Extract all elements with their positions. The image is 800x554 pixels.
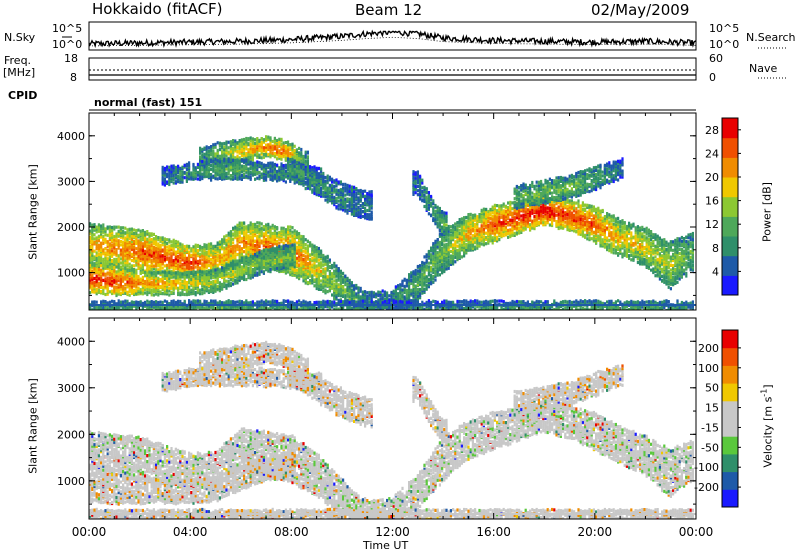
freq-label-1: Freq. [4,55,31,66]
colorbar-tick-label: 50 [705,382,719,395]
noise-search-line [89,36,696,47]
y-tick-label: 2000 [57,428,85,441]
y-tick-label: 4000 [57,130,85,143]
x-tick-label: 20:00 [578,525,613,539]
x-tick-label: 16:00 [476,525,511,539]
power-cbar-swatch [722,177,738,198]
vel-panel-cells [89,340,696,519]
freq-tick-top: 18 [64,53,78,64]
nsky-label: N.Sky [4,32,35,43]
vel-cbar-swatch [722,436,738,455]
power-cbar-swatch [722,236,738,257]
colorbar-tick-label: 16 [705,195,719,208]
colorbar-tick-label: 8 [712,242,719,255]
nave-label: Nave [749,63,777,74]
power-cbar-swatch [722,137,738,158]
beam-title: Beam 12 [355,3,422,18]
x-tick-label: 08:00 [274,525,309,539]
colorbar-tick-label: -200 [694,481,719,494]
nave-tick-top: 60 [709,53,723,64]
colorbar-tick-label: 4 [712,265,719,278]
vel-cbar-swatch [722,383,738,402]
x-tick-label: 04:00 [173,525,208,539]
power-cbar-swatch [722,216,738,237]
power-cbar-swatch [722,118,738,139]
noise-tick-bottom-left: 10^0 [52,39,82,50]
velocity-ylabel: Slant Range [km] [27,378,40,474]
noise-frame [88,21,697,51]
vel-cbar-swatch [722,365,738,384]
y-tick-label: 4000 [57,335,85,348]
power-cbar-swatch [722,157,738,178]
vel-cbar-swatch [722,347,738,366]
cpid-value: normal (fast) 151 [94,97,202,108]
power-colorbar: 4 8 12 16 20 24 28 [705,117,741,296]
freq-label-2: [MHz] [3,67,35,78]
freq-frame [88,57,697,81]
vel-cbar-swatch [722,330,738,349]
x-tick-label: 12:00 [375,525,410,539]
colorbar-tick-label: 20 [705,171,719,184]
noise-panel [62,21,788,51]
noise-tick-bottom-right: 10^0 [709,39,739,50]
cpid-label: CPID [8,90,37,101]
station-title: Hokkaido (fitACF) [92,2,223,17]
y-tick-label: 3000 [57,382,85,395]
noise-tick-top-right: 10^5 [709,23,739,34]
colorbar-tick-label: -15 [701,421,719,434]
vel-cbar-swatch [722,400,738,419]
velocity-panel: 1000 2000 3000 4000 [57,317,697,520]
power-panel: 1000 2000 3000 4000 [57,112,697,311]
power-cbar-swatch [722,275,738,296]
vel-cbar-frame [721,329,739,508]
y-tick-label: 3000 [57,175,85,188]
x-tick-label: 00:00 [72,525,107,539]
power-cbar-swatch [722,196,738,217]
vel-cbar-swatch [722,418,738,437]
vel-cbar-swatch [722,471,738,490]
x-axis-label: Time UT [363,540,408,551]
noise-tick-top-left: 10^5 [52,23,82,34]
colorbar-tick-label: 28 [705,124,719,137]
y-tick-label: 1000 [57,475,85,488]
power-panel-cells [89,135,696,310]
freq-tick-bottom: 8 [70,72,77,83]
colorbar-tick-label: 15 [705,402,719,415]
frequency-nave-panel [88,57,788,111]
x-axis: 00:00 04:00 08:00 12:00 16:00 20:00 00:00 [72,525,714,539]
colorbar-tick-label: 12 [705,218,719,231]
colorbar-tick-label: -100 [694,461,719,474]
power-colorbar-label: Power [dB] [761,182,774,242]
vel-cbar-swatch [722,489,738,508]
vel-cbar-swatch [722,453,738,473]
nave-tick-bottom: 0 [709,72,716,83]
colorbar-tick-label: 100 [698,362,719,375]
power-ylabel: Slant Range [km] [27,164,40,260]
date-title: 02/May/2009 [591,3,689,18]
y-tick-label: 1000 [57,267,85,280]
x-tick-label: 00:00 [679,525,714,539]
velocity-colorbar: 200 100 50 15 -15 -50 -100 -200 [694,329,741,508]
noise-sky-line [88,29,697,49]
power-cbar-frame [721,117,739,296]
colorbar-tick-label: 200 [698,342,719,355]
y-tick-label: 2000 [57,221,85,234]
power-cbar-swatch [722,255,738,276]
colorbar-tick-label: -50 [701,441,719,454]
nsearch-label: N.Search [746,32,796,43]
colorbar-tick-label: 24 [705,147,719,160]
velocity-colorbar-label: Velocity [m s-1] [760,384,775,467]
